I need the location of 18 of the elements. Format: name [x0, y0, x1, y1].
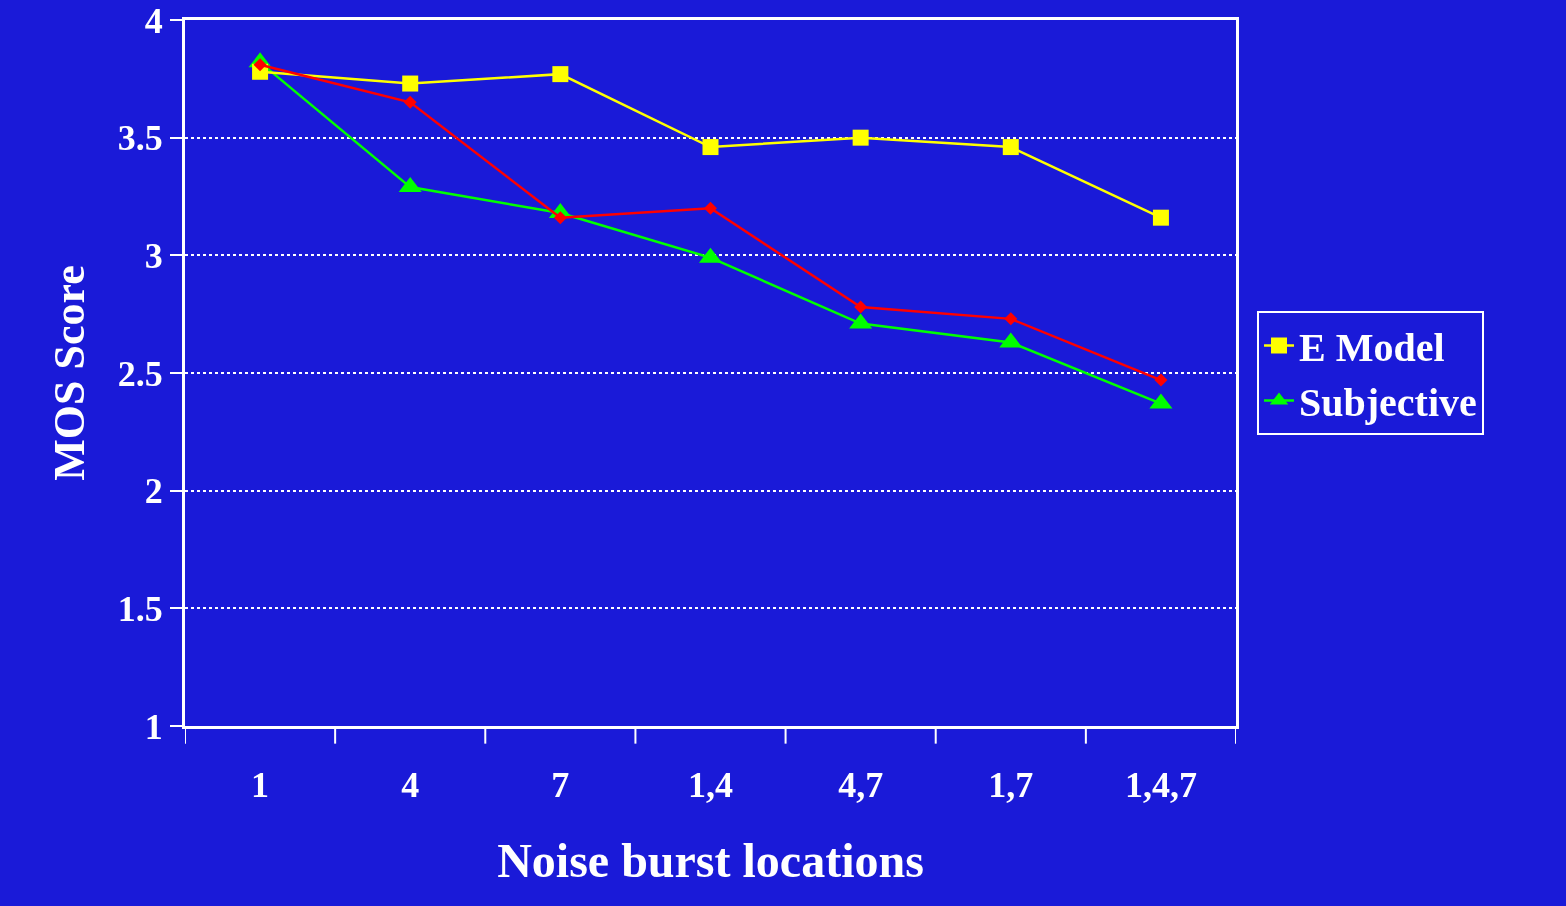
y-tick-label: 3.5 [117, 118, 163, 159]
y-axis-title: MOS Score [44, 265, 94, 481]
y-tick-label: 3 [144, 235, 163, 276]
x-tick-label: 4 [401, 765, 420, 806]
x-tick-label: 7 [551, 765, 570, 806]
x-axis-title: Noise burst locations [497, 834, 924, 888]
y-tick-label: 2.5 [117, 353, 163, 394]
x-tick-label: 1,4 [688, 765, 733, 806]
y-tick-label: 2 [144, 471, 163, 512]
legend-label: E Model [1299, 325, 1445, 371]
x-tick-label: 1,7 [988, 765, 1034, 806]
x-tick-label: 1 [251, 765, 270, 806]
x-tick-label: 1,4,7 [1124, 765, 1197, 806]
legend-label: Subjective [1299, 380, 1477, 426]
y-tick-label: 1.5 [117, 588, 163, 629]
y-tick-label: 4 [144, 0, 163, 41]
x-tick-label: 4,7 [838, 765, 884, 806]
y-tick-label: 1 [144, 706, 163, 747]
